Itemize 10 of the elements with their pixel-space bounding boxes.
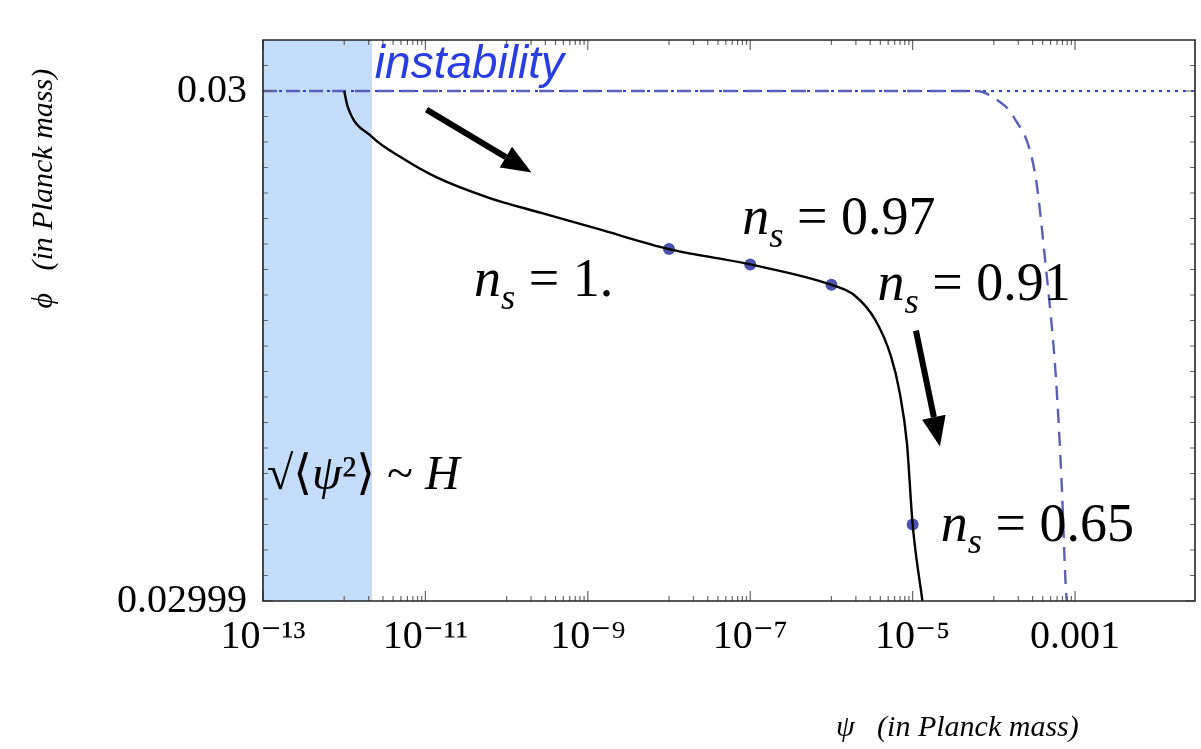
- x-tick-label: 10⁻⁵: [875, 611, 951, 657]
- y-tick-label: 0.03: [177, 65, 247, 111]
- x-axis-title: ψ (in Planck mass): [835, 709, 1079, 743]
- x-tick-label: 0.001: [1030, 611, 1121, 657]
- x-tick-label: 10⁻¹¹: [382, 611, 468, 657]
- ref-line-label: instability: [374, 36, 568, 88]
- x-tick-label: 10⁻⁷: [712, 611, 788, 657]
- band-label: √⟨ψ²⟩ ~ H: [267, 445, 462, 499]
- y-axis-title: ϕ (in Planck mass): [25, 68, 59, 309]
- x-tick-label: 10⁻⁹: [550, 611, 626, 657]
